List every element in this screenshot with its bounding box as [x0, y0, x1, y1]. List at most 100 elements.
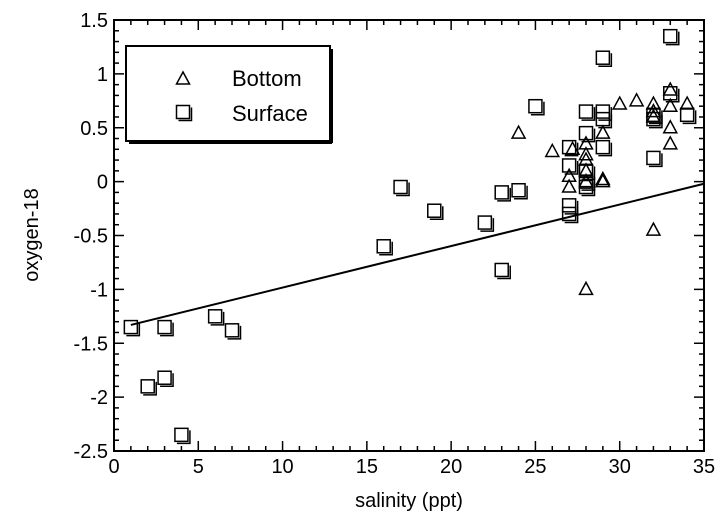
y-tick-label: 0 [97, 172, 108, 194]
square-marker-box [595, 104, 611, 119]
square-marker-box [561, 198, 577, 213]
square-marker-shadow [126, 322, 141, 337]
square-marker-box [174, 427, 189, 443]
x-tick-label: 25 [524, 456, 546, 478]
square-marker-box [123, 319, 139, 335]
y-tick-label: -1 [90, 279, 108, 301]
x-axis-title: salinity (ppt) [355, 490, 463, 512]
square-marker-box [376, 239, 391, 254]
square-marker-box [207, 309, 223, 324]
surface-point [477, 215, 495, 232]
square-marker-shadow [178, 107, 193, 122]
square-marker-box [511, 182, 526, 198]
surface-point [578, 125, 596, 143]
square-marker-shadow [564, 160, 579, 175]
square-marker-box [578, 163, 594, 179]
square-marker-box [157, 370, 172, 385]
surface-point [578, 179, 596, 197]
square-marker-box [427, 203, 442, 218]
bottom-point [510, 124, 527, 139]
square-marker-shadow [176, 430, 191, 445]
square-marker-shadow [581, 107, 596, 121]
square-marker-box [646, 150, 661, 166]
bottom-point [595, 124, 611, 139]
square-marker-shadow [598, 53, 613, 67]
square-marker-box [528, 98, 543, 114]
square-marker-shadow [682, 110, 697, 125]
x-tick-label: 35 [693, 456, 715, 478]
surface-point [646, 150, 663, 168]
surface-point [140, 379, 157, 396]
bottom-point [645, 103, 662, 118]
bottom-point [628, 92, 645, 107]
axis-ticks [113, 19, 705, 452]
x-tick-label: 30 [609, 456, 631, 478]
surface-point [595, 50, 613, 67]
surface-point [578, 104, 596, 121]
square-marker-box [578, 125, 594, 141]
bottom-point [544, 142, 561, 158]
surface-point [157, 370, 174, 387]
y-tick-labels: -2.5 -2 -1.5 -1 -0.5 0 0.5 1 1.5 [74, 10, 108, 463]
y-tick-label: 1 [97, 64, 108, 86]
surface-point [663, 28, 680, 46]
square-marker-shadow [564, 209, 579, 224]
square-marker-box [595, 111, 611, 127]
surface-point [427, 203, 444, 220]
legend-square-marker [175, 104, 193, 122]
y-tick-label: -2.5 [74, 441, 108, 463]
surface-point [376, 239, 393, 256]
square-marker-shadow [429, 206, 444, 220]
y-tick-label: -1.5 [74, 333, 108, 355]
square-marker-shadow [497, 187, 511, 202]
square-marker-shadow [665, 88, 680, 103]
legend-triangle-marker [175, 70, 191, 85]
x-tick-label: 0 [108, 456, 119, 478]
square-marker-box [679, 107, 695, 123]
surface-point [494, 185, 511, 202]
surface-point [561, 139, 579, 157]
surface-point [224, 323, 242, 340]
bottom-point [645, 221, 662, 236]
square-marker-box [494, 262, 509, 278]
square-marker-box [175, 104, 191, 120]
square-marker-shadow [160, 373, 174, 387]
surface-point [679, 107, 697, 125]
square-marker-box [561, 158, 577, 173]
surface-point [595, 111, 613, 129]
bottom-point [578, 280, 594, 296]
square-marker-box [561, 206, 577, 222]
surface-point [393, 179, 410, 197]
y-tick-label: -0.5 [74, 226, 108, 248]
square-marker-box [595, 50, 611, 65]
surface-point [123, 319, 141, 337]
x-tick-label: 20 [440, 456, 462, 478]
square-marker-box [494, 185, 509, 200]
square-marker-shadow [665, 31, 680, 46]
square-marker-box [157, 319, 172, 335]
y-tick-label: -2 [90, 387, 108, 409]
square-marker-shadow [514, 185, 528, 200]
square-marker-shadow [379, 241, 393, 256]
square-marker-box [578, 179, 594, 195]
x-tick-label: 10 [271, 456, 293, 478]
square-marker-box [663, 86, 678, 101]
surface-point [663, 86, 680, 103]
bottom-point [662, 97, 679, 112]
surface-point [207, 309, 225, 326]
square-marker-shadow [581, 128, 596, 143]
square-marker-shadow [210, 311, 225, 326]
square-marker-shadow [598, 142, 613, 157]
square-marker-shadow [648, 114, 663, 129]
square-marker-shadow [396, 182, 410, 197]
bottom-point [595, 173, 611, 188]
legend-label-bottom: Bottom [232, 66, 302, 91]
y-tick-label: 0.5 [80, 118, 108, 140]
bottom-point [662, 81, 679, 96]
bottom-point [662, 119, 679, 134]
y-tick-label: 1.5 [80, 10, 108, 32]
x-tick-label: 15 [356, 456, 378, 478]
square-marker-shadow [648, 153, 663, 168]
legend-marker-triangle [175, 70, 191, 85]
